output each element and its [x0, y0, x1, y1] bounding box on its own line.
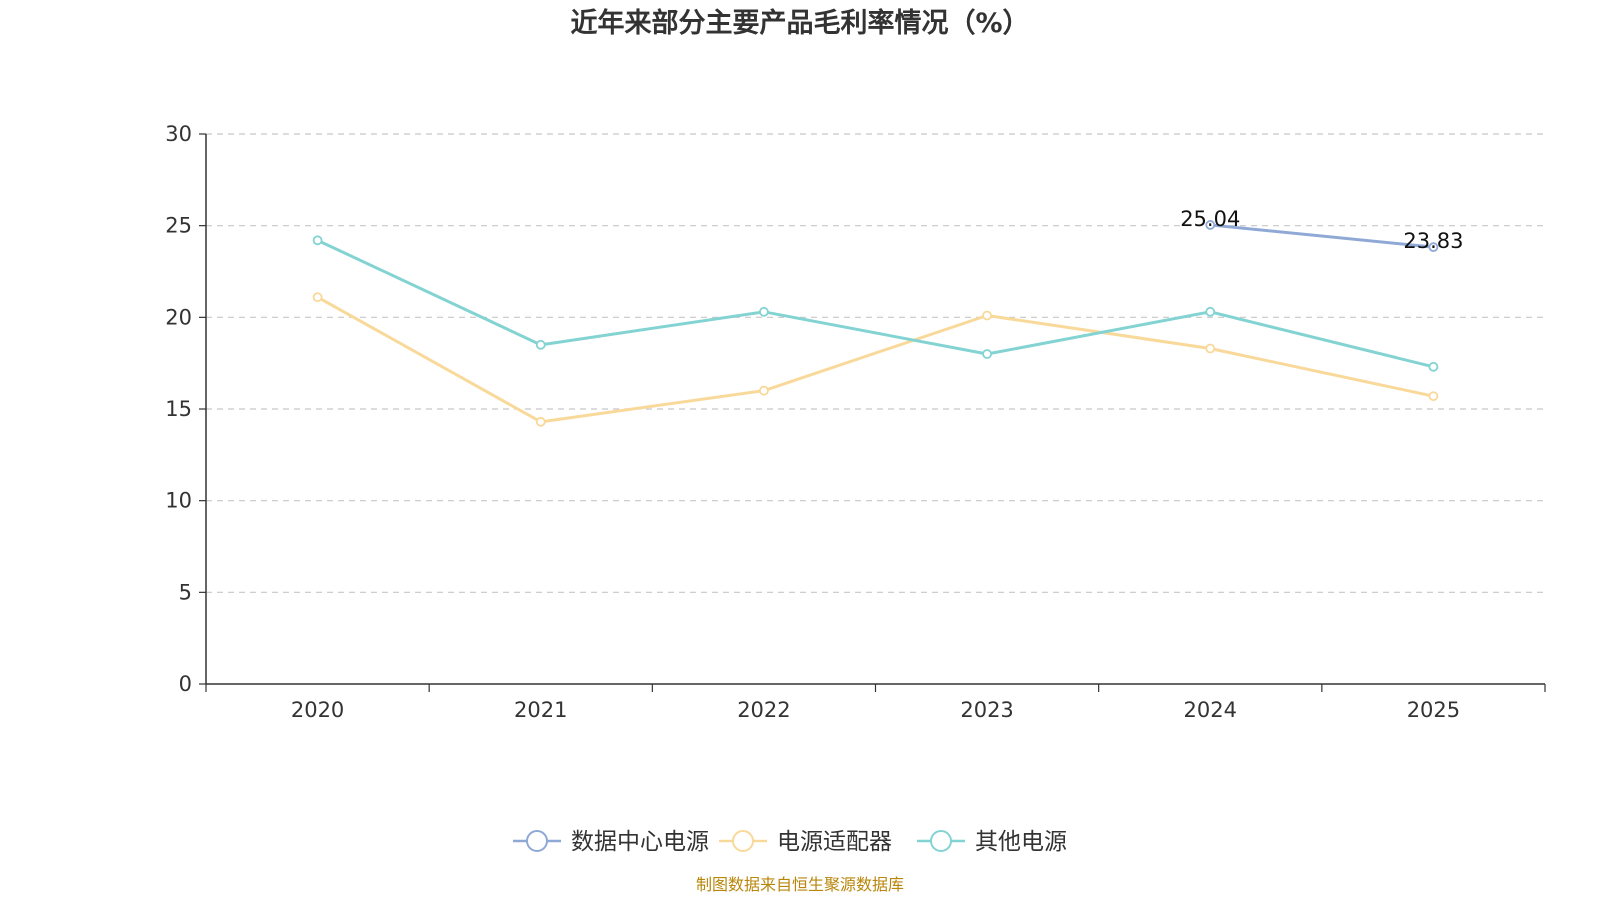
y-tick-label: 30 [165, 122, 192, 146]
x-tick-label: 2021 [514, 698, 567, 722]
series-line-1 [1210, 223, 1434, 249]
data-point [982, 310, 992, 321]
legend-label: 电源适配器 [777, 829, 892, 855]
y-tick-label: 15 [165, 397, 192, 421]
chart-title: 近年来部分主要产品毛利率情况（%） [570, 7, 1029, 39]
x-tick-label: 2025 [1407, 698, 1460, 722]
legend-marker [930, 830, 952, 852]
legend-label: 数据中心电源 [571, 829, 709, 855]
y-tick-label: 0 [179, 672, 192, 696]
source-note: 制图数据来自恒生聚源数据库 [696, 875, 904, 894]
x-tick-label: 2020 [291, 698, 344, 722]
x-tick-label: 2023 [960, 698, 1013, 722]
legend-item: 电源适配器 [719, 829, 892, 855]
data-point [1428, 242, 1439, 253]
data-point [312, 292, 323, 303]
data-point [1205, 343, 1216, 354]
series-line-2 [316, 295, 1434, 424]
x-tick-label: 2024 [1184, 698, 1237, 722]
legend-marker [732, 830, 754, 852]
data-point [535, 339, 546, 350]
series-line-3 [316, 238, 1434, 369]
data-point [1205, 306, 1216, 317]
y-tick-label: 20 [165, 305, 192, 329]
data-point [1428, 361, 1439, 372]
data-point [1205, 220, 1216, 230]
data-label: 25.04 [1180, 207, 1240, 231]
data-point [1428, 391, 1439, 402]
data-point [312, 235, 323, 246]
y-tick-label: 10 [165, 489, 192, 513]
x-tick-label: 2022 [737, 698, 790, 722]
legend-label: 其他电源 [975, 829, 1067, 855]
legend-item: 其他电源 [917, 829, 1067, 855]
legend-item: 数据中心电源 [513, 829, 709, 855]
data-point [982, 349, 992, 359]
y-tick-label: 5 [179, 580, 192, 604]
data-point [535, 416, 546, 427]
legend-marker [526, 830, 548, 852]
data-label: 23.83 [1403, 229, 1463, 253]
data-point [759, 306, 769, 317]
data-point [759, 385, 769, 396]
y-tick-label: 25 [165, 214, 192, 238]
